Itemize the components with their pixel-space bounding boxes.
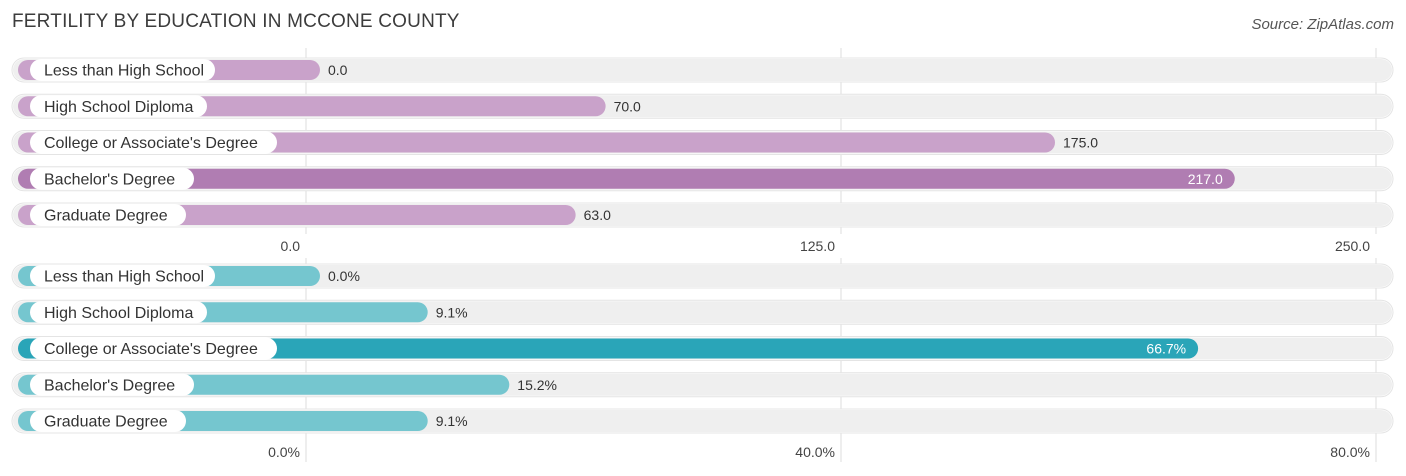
category-label-pill	[30, 265, 215, 287]
bar-row: College or Associate's Degree 66.7%	[11, 336, 1394, 361]
category-label: High School Diploma	[44, 305, 194, 322]
bar-row: College or Associate's Degree 175.0	[11, 130, 1394, 155]
value-label: 175.0	[1063, 135, 1098, 151]
bar	[18, 132, 1055, 153]
bar-row: Less than High School 0.0%	[11, 263, 1394, 289]
bar-row: Bachelor's Degree 15.2%	[11, 372, 1394, 398]
category-label: Less than High School	[44, 63, 204, 80]
category-label: Graduate Degree	[44, 414, 168, 431]
bar-row: Graduate Degree 63.0	[11, 202, 1394, 228]
tick-label: 40.0%	[795, 444, 835, 460]
value-label: 63.0	[584, 207, 611, 223]
category-label-pill	[30, 301, 207, 324]
category-label-pill	[30, 337, 277, 360]
value-label: 70.0	[614, 98, 641, 114]
value-label: 0.0	[328, 62, 348, 78]
bar-track-fill	[13, 265, 1392, 287]
chart-title: FERTILITY BY EDUCATION IN MCCONE COUNTY	[12, 11, 460, 32]
category-label: Bachelor's Degree	[44, 171, 175, 188]
bar	[18, 338, 1199, 359]
value-label: 217.0	[1188, 171, 1223, 187]
bar	[18, 168, 1235, 189]
category-label-pill	[30, 410, 186, 432]
tick-label: 80.0%	[1330, 444, 1370, 460]
bar-row: Graduate Degree 9.1%	[11, 408, 1394, 434]
category-label-pill	[30, 95, 207, 118]
bar-row: High School Diploma 70.0	[11, 93, 1394, 119]
category-label-pill	[30, 204, 186, 226]
value-label: 15.2%	[517, 377, 557, 393]
source-credit: Source: ZipAtlas.com	[1251, 16, 1394, 33]
category-label: College or Associate's Degree	[44, 135, 258, 152]
value-label: 0.0%	[328, 268, 360, 284]
value-label: 9.1%	[436, 413, 468, 429]
bar-track-fill	[13, 59, 1392, 81]
category-label-pill	[30, 373, 194, 396]
category-label-pill	[30, 167, 194, 190]
value-label: 66.7%	[1146, 341, 1186, 357]
bar-row: Less than High School 0.0	[11, 57, 1394, 83]
fertility-percent-chart: Less than High School 0.0% High School Dip…	[11, 258, 1394, 462]
category-label: Graduate Degree	[44, 208, 168, 225]
fertility-count-chart: Less than High School 0.0 High School Dipl…	[11, 48, 1394, 254]
tick-label: 250.0	[1335, 238, 1370, 254]
category-label: Less than High School	[44, 269, 204, 286]
category-label: High School Diploma	[44, 99, 194, 116]
tick-label: 0.0%	[268, 444, 300, 460]
value-label: 9.1%	[436, 304, 468, 320]
bar-row: Bachelor's Degree 217.0	[11, 166, 1394, 192]
category-label-pill	[30, 59, 215, 81]
bar-row: High School Diploma 9.1%	[11, 299, 1394, 325]
tick-label: 125.0	[800, 238, 835, 254]
category-label: College or Associate's Degree	[44, 341, 258, 358]
tick-label: 0.0	[281, 238, 301, 254]
category-label: Bachelor's Degree	[44, 377, 175, 394]
category-label-pill	[30, 131, 277, 154]
